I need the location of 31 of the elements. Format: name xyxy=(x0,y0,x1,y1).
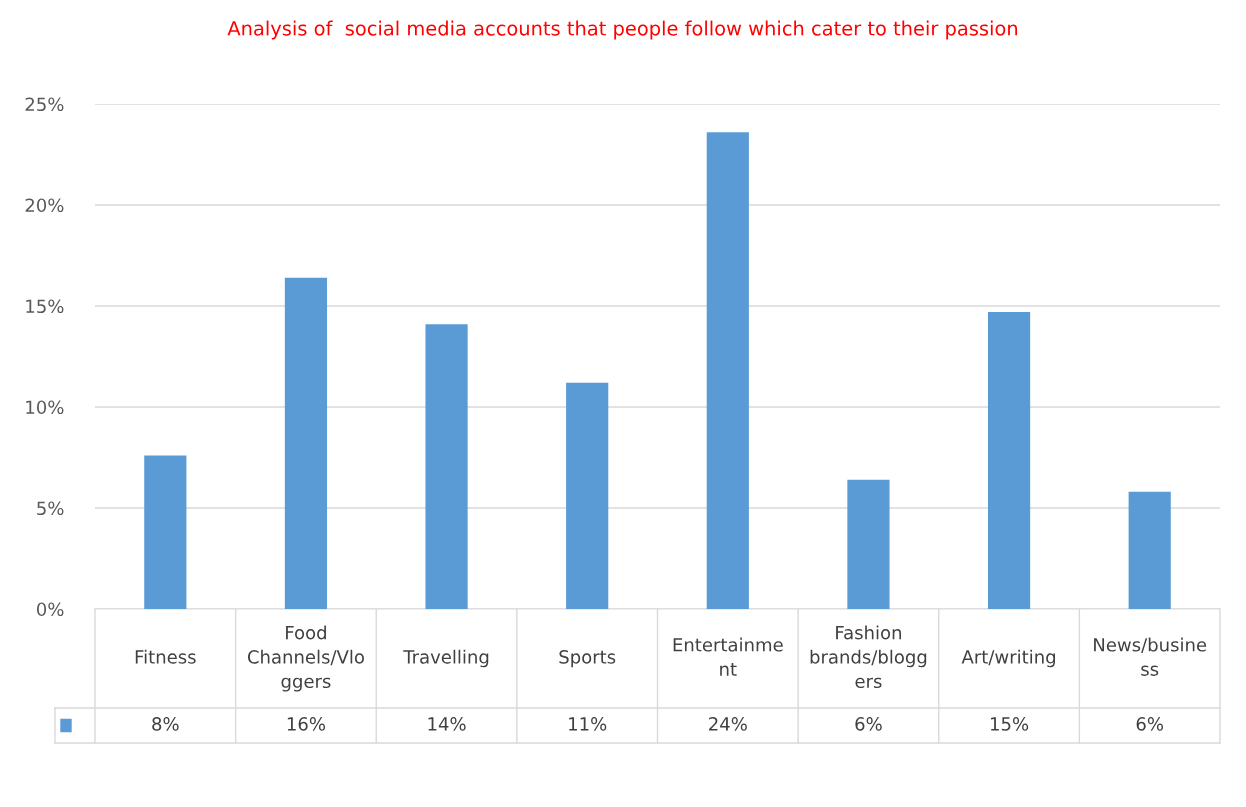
x-tick-label: News/busine ss xyxy=(1094,637,1207,676)
data-label: 15% xyxy=(990,717,1029,731)
data-label: 6% xyxy=(1136,717,1164,731)
bar xyxy=(144,455,187,609)
x-tick-label: Entertainme nt xyxy=(673,637,783,676)
bar xyxy=(566,382,609,609)
data-label: 16% xyxy=(287,717,326,731)
bar xyxy=(847,479,890,609)
x-tick-label: Travelling xyxy=(403,649,489,668)
chart-title: Analysis of social media accounts that people follow which cater to their passion xyxy=(227,20,1018,40)
data-label: 11% xyxy=(569,717,607,731)
x-tick-label: Food Channels/Vlo ggers xyxy=(247,625,364,692)
y-tick-label: 10% xyxy=(26,400,64,415)
data-label: 14% xyxy=(428,717,466,731)
y-tick-label: 15% xyxy=(26,299,64,314)
data-label: 24% xyxy=(709,717,747,731)
x-tick-label: Fitness xyxy=(135,649,196,664)
bar xyxy=(1128,491,1171,609)
data-label: 6% xyxy=(855,717,882,731)
x-tick-label: Sports xyxy=(559,650,616,668)
bar xyxy=(706,132,749,609)
y-tick-label: 5% xyxy=(37,501,64,516)
data-label: 8% xyxy=(152,717,179,731)
y-tick-label: 20% xyxy=(25,198,64,213)
x-tick-label: Fashion brands/blogg ers xyxy=(810,625,927,689)
y-tick-label: 0% xyxy=(36,602,64,617)
bar xyxy=(987,312,1031,609)
bar xyxy=(425,324,468,609)
y-tick-label: 25% xyxy=(25,97,64,112)
bar xyxy=(284,277,328,609)
x-tick-label: Art/writing xyxy=(961,649,1055,668)
